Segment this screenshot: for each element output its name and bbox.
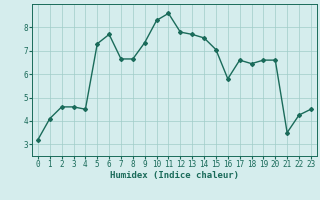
X-axis label: Humidex (Indice chaleur): Humidex (Indice chaleur) <box>110 171 239 180</box>
